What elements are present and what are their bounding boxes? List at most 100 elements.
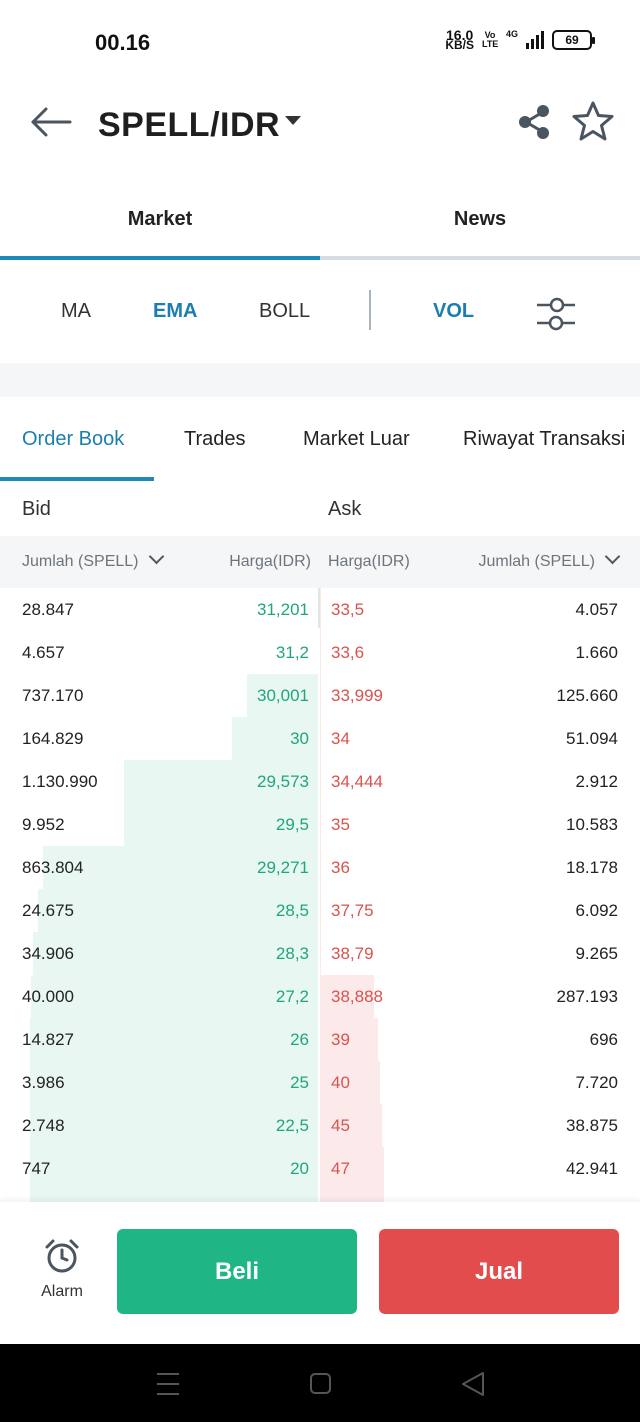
order-book-header: Jumlah (SPELL) Harga(IDR) Harga(IDR) Jum… xyxy=(0,536,640,588)
ask-price: 34,444 xyxy=(331,772,383,791)
tab-divider xyxy=(320,256,640,260)
alarm-button[interactable]: Alarm xyxy=(30,1238,94,1306)
status-time: 00.16 xyxy=(95,30,151,55)
pair-title[interactable]: SPELL/IDR xyxy=(98,106,281,144)
ask-depth-bar xyxy=(320,1018,378,1061)
battery-icon: 69 xyxy=(552,30,595,50)
tab-market[interactable]: Market xyxy=(127,208,193,230)
bid-price: 28,3 xyxy=(275,944,309,963)
bid-amount: 24.675 xyxy=(22,901,74,920)
ask-amount-header[interactable]: Jumlah (SPELL) xyxy=(479,548,621,571)
bid-amount: 9.952 xyxy=(22,815,65,834)
order-book-row[interactable]: 737.170 30,001 33,999 125.660 xyxy=(0,674,640,717)
indicator-divider xyxy=(369,290,371,330)
order-book-row[interactable]: 863.804 29,271 36 18.178 xyxy=(0,846,640,889)
order-book-row[interactable]: 14.827 26 39 696 xyxy=(0,1018,640,1061)
indicator-settings-button[interactable] xyxy=(533,294,579,334)
bid-price: 29,5 xyxy=(275,815,309,834)
bid-depth-bar xyxy=(247,674,318,717)
status-bar: 00.16 16.0 KB/S Vo LTE 4G 69 xyxy=(0,0,640,80)
indicator-boll[interactable]: BOLL xyxy=(259,300,311,322)
order-book-row[interactable]: 34.906 28,3 38,79 9.265 xyxy=(0,932,640,975)
arrow-left-icon xyxy=(31,107,72,137)
bid-amount: 747 xyxy=(22,1159,51,1178)
buy-button[interactable]: Beli xyxy=(117,1229,357,1314)
order-book-row[interactable]: 164.829 30 34 51.094 xyxy=(0,717,640,760)
ask-price: 38,888 xyxy=(331,987,383,1006)
ask-depth-bar xyxy=(320,1104,382,1147)
recents-button[interactable] xyxy=(150,1366,186,1402)
bid-label: Bid xyxy=(22,498,51,520)
alarm-label: Alarm xyxy=(41,1283,83,1300)
bid-price: 25 xyxy=(290,1073,309,1092)
order-book-row[interactable]: 4.657 31,2 33,6 1.660 xyxy=(0,631,640,674)
order-book-row[interactable]: 28.847 31,201 33,5 4.057 xyxy=(0,588,640,631)
tab-market-luar[interactable]: Market Luar xyxy=(303,428,410,450)
indicator-ma[interactable]: MA xyxy=(61,300,91,322)
ask-depth-bar xyxy=(320,631,321,674)
bid-price: 30 xyxy=(290,729,309,748)
favorite-button[interactable] xyxy=(572,100,614,142)
order-book-row[interactable]: 40.000 27,2 38,888 287.193 xyxy=(0,975,640,1018)
tab-riwayat-transaksi[interactable]: Riwayat Transaksi xyxy=(463,428,626,450)
sell-button[interactable]: Jual xyxy=(379,1229,619,1314)
ask-amount: 10.583 xyxy=(566,815,618,834)
order-book-row[interactable]: 747 20 47 42.941 xyxy=(0,1147,640,1190)
indicator-vol[interactable]: VOL xyxy=(433,300,475,322)
bid-price: 27,2 xyxy=(275,987,309,1006)
ask-price: 40 xyxy=(331,1073,350,1092)
ask-price-header: Harga(IDR) xyxy=(328,553,410,570)
order-book-row[interactable]: 3.986 25 40 7.720 xyxy=(0,1061,640,1104)
bid-depth-bar xyxy=(30,1190,318,1202)
indicator-ema[interactable]: EMA xyxy=(153,300,198,322)
ask-amount: 696 xyxy=(589,1030,618,1049)
ask-amount: 1.660 xyxy=(575,643,618,662)
bid-amount: 14.827 xyxy=(22,1030,74,1049)
share-button[interactable] xyxy=(517,104,551,140)
ask-depth-bar xyxy=(320,975,374,1018)
tab-news[interactable]: News xyxy=(453,208,507,230)
bid-depth-bar xyxy=(33,932,318,975)
back-nav-button[interactable] xyxy=(455,1366,491,1402)
ask-amount: 6.092 xyxy=(575,901,618,920)
network-speed-unit: KB/S xyxy=(445,38,474,52)
order-book-row[interactable]: 2.748 22,5 45 38.875 xyxy=(0,1104,640,1147)
bid-price: 31,2 xyxy=(275,643,309,662)
bid-amount: 1.130.990 xyxy=(22,772,98,791)
spread-divider xyxy=(318,588,320,628)
ask-amount: 9.265 xyxy=(575,944,618,963)
ask-price: 37,75 xyxy=(331,901,374,920)
ask-amount: 4.057 xyxy=(575,600,618,619)
sub-tab-indicator xyxy=(0,477,154,481)
bid-amount-header[interactable]: Jumlah (SPELL) xyxy=(22,548,164,571)
order-book[interactable]: 28.847 31,201 33,5 4.057 4.657 31,2 33,6 1.660 7… xyxy=(0,588,640,1202)
order-book-row[interactable]: 9.952 29,5 35 10.583 xyxy=(0,803,640,846)
bid-depth-bar xyxy=(124,803,318,846)
network-speed: 16.0 KB/S xyxy=(445,28,474,52)
caret-down-icon[interactable] xyxy=(285,116,301,125)
bid-price-header: Harga(IDR) xyxy=(229,553,311,570)
ask-price: 33,6 xyxy=(331,643,365,662)
network-type: 4G xyxy=(505,29,518,39)
bid-depth-bar xyxy=(38,889,318,932)
bid-amount: 3.986 xyxy=(22,1073,65,1092)
bid-depth-bar xyxy=(232,717,318,760)
order-book-row[interactable]: 1.130.990 29,573 34,444 2.912 xyxy=(0,760,640,803)
ask-amount: 287.193 xyxy=(556,987,618,1006)
ask-label: Ask xyxy=(328,498,362,520)
order-book-row[interactable]: 24.675 28,5 37,75 6.092 xyxy=(0,889,640,932)
tab-indicator xyxy=(0,256,320,260)
share-icon xyxy=(519,105,549,139)
tab-trades[interactable]: Trades xyxy=(184,428,246,450)
main-tabs: Market News xyxy=(0,180,640,260)
chart-indicators: MA EMA BOLL VOL xyxy=(0,280,640,350)
tab-order-book[interactable]: Order Book xyxy=(22,428,125,450)
back-button[interactable] xyxy=(28,102,74,142)
ask-price: 39 xyxy=(331,1030,350,1049)
home-button[interactable] xyxy=(302,1366,338,1402)
section-separator xyxy=(0,363,640,397)
bid-price: 29,573 xyxy=(257,772,309,791)
ask-price: 38,79 xyxy=(331,944,374,963)
bid-depth-bar xyxy=(30,1147,318,1190)
triangle-back-icon xyxy=(462,1372,484,1396)
